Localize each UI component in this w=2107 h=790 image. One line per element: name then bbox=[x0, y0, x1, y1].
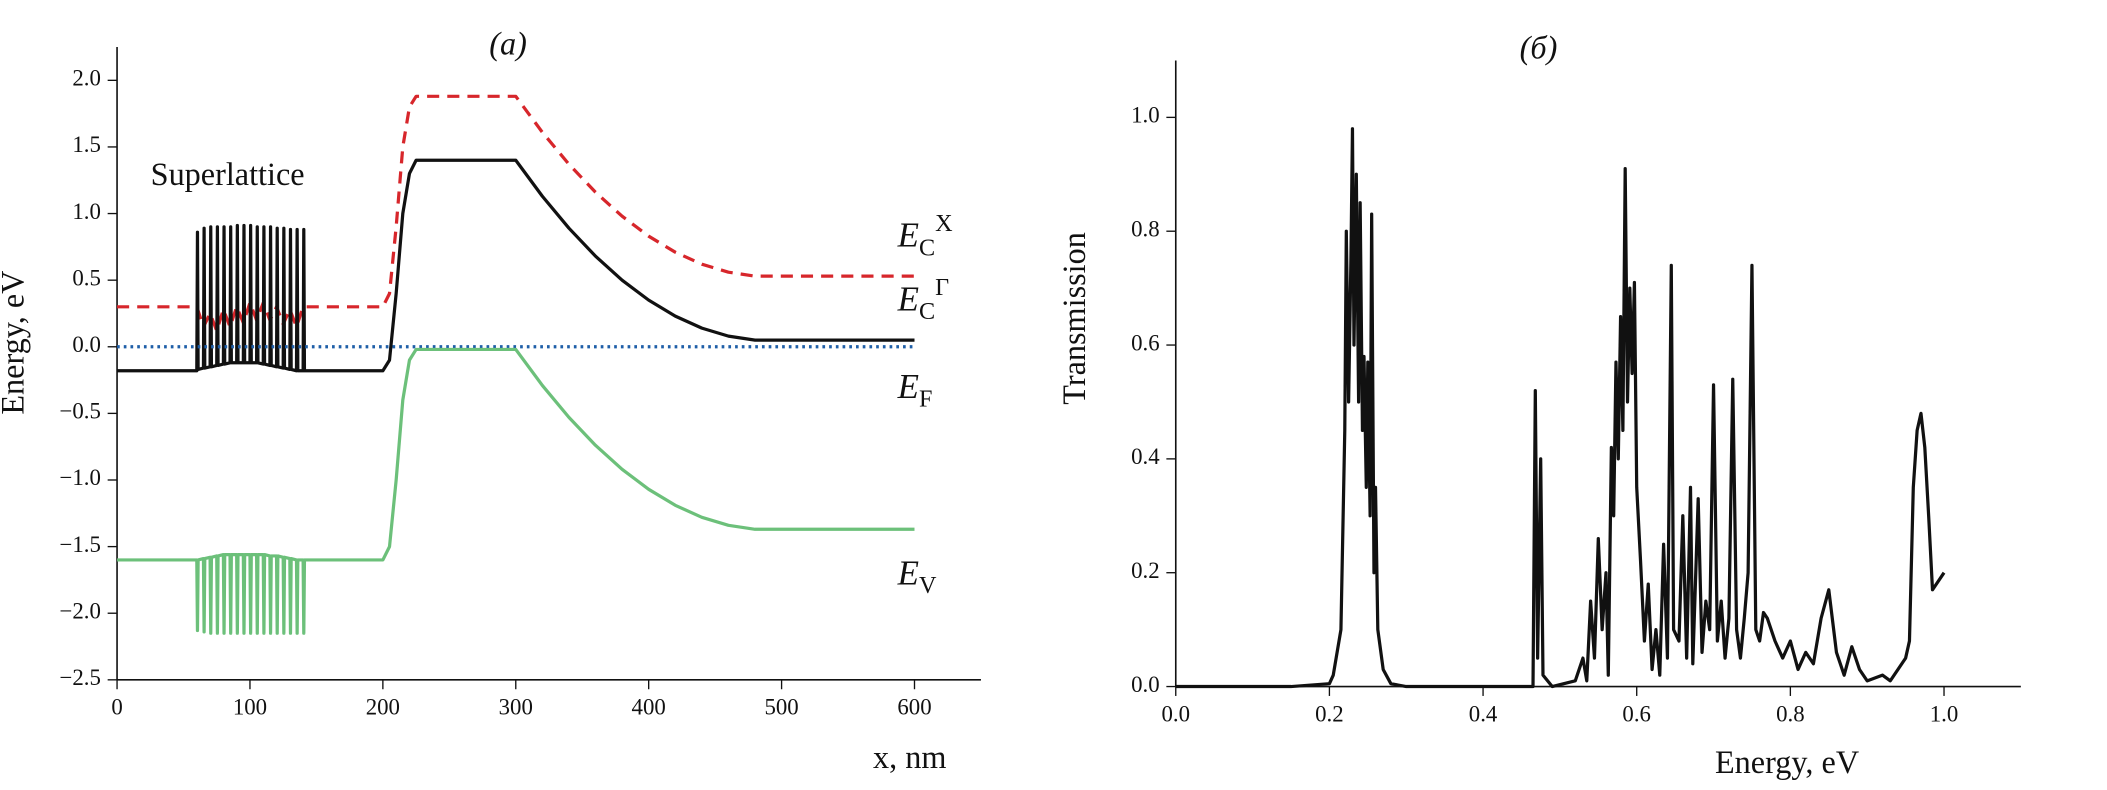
series-line bbox=[1175, 127, 1946, 689]
y-tick-label: 0.4 bbox=[1131, 444, 1160, 469]
y-axis-label: Transmission bbox=[1056, 232, 1092, 405]
annotation: Superlattice bbox=[151, 156, 305, 192]
x-tick-label: 0.0 bbox=[1161, 701, 1190, 726]
y-tick-label: 0.0 bbox=[72, 332, 101, 357]
x-tick-label: 500 bbox=[764, 695, 798, 720]
x-tick-label: 0.8 bbox=[1776, 701, 1805, 726]
series-label-subscript: F bbox=[919, 385, 932, 412]
x-tick-label: 0 bbox=[111, 695, 122, 720]
y-tick-label: −0.5 bbox=[60, 399, 101, 424]
x-axis-label: Energy, eV bbox=[1715, 744, 1859, 780]
x-tick-label: 0.6 bbox=[1622, 701, 1651, 726]
series-label: EV bbox=[897, 553, 937, 598]
series-label: ECX bbox=[897, 210, 953, 261]
x-tick-label: 100 bbox=[233, 695, 267, 720]
series-label-subscript: C bbox=[919, 234, 935, 261]
y-tick-label: 0.2 bbox=[1131, 558, 1160, 583]
series-line bbox=[117, 347, 915, 635]
panel-title: (a) bbox=[489, 25, 527, 61]
y-tick-label: 0.8 bbox=[1131, 216, 1160, 241]
series-label: ECΓ bbox=[897, 274, 949, 325]
series-label-superscript: Γ bbox=[935, 274, 949, 301]
x-axis-label: x, nm bbox=[873, 739, 946, 775]
x-tick-label: 0.4 bbox=[1469, 701, 1498, 726]
x-tick-label: 400 bbox=[632, 695, 666, 720]
series-label-subscript: V bbox=[919, 572, 937, 599]
x-tick-label: 600 bbox=[897, 695, 931, 720]
panel-title: (б) bbox=[1520, 29, 1558, 65]
y-tick-label: −2.5 bbox=[60, 665, 101, 690]
series-line bbox=[117, 158, 915, 373]
y-tick-label: −1.5 bbox=[60, 532, 101, 557]
series-label-superscript: X bbox=[935, 210, 953, 237]
y-tick-label: 1.5 bbox=[72, 132, 101, 157]
y-tick-label: 0.6 bbox=[1131, 330, 1160, 355]
y-axis-label: Energy, eV bbox=[0, 271, 31, 415]
y-tick-label: −1.0 bbox=[60, 465, 101, 490]
series-label-main: E bbox=[897, 216, 919, 255]
x-tick-label: 1.0 bbox=[1930, 701, 1959, 726]
y-tick-label: 2.0 bbox=[72, 66, 101, 91]
series-label-main: E bbox=[897, 367, 919, 406]
y-tick-label: −2.0 bbox=[60, 598, 101, 623]
x-tick-label: 0.2 bbox=[1315, 701, 1344, 726]
series-label-main: E bbox=[897, 280, 919, 319]
x-tick-label: 200 bbox=[366, 695, 400, 720]
series-label: EF bbox=[897, 367, 933, 412]
y-tick-label: 1.0 bbox=[72, 199, 101, 224]
y-tick-label: 0.0 bbox=[1131, 672, 1160, 697]
series-label-subscript: C bbox=[919, 298, 935, 325]
y-tick-label: 1.0 bbox=[1131, 103, 1160, 128]
x-tick-label: 300 bbox=[499, 695, 533, 720]
y-tick-label: 0.5 bbox=[72, 265, 101, 290]
series-label-main: E bbox=[897, 553, 919, 592]
